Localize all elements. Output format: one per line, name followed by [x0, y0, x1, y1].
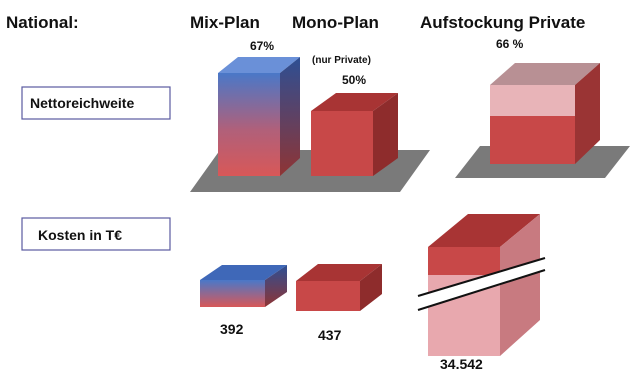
bar-mix-plan-reichweite: [218, 57, 300, 176]
row-label-box-kosten: [21, 217, 171, 251]
value-aufstockung-kosten: 34.542: [440, 356, 483, 371]
value-mix-plan-kosten: 392: [220, 321, 244, 337]
value-mono-plan-kosten: 437: [318, 327, 342, 343]
column-header-mono-plan: Mono-Plan: [292, 13, 379, 32]
row-header: National:: [6, 13, 79, 32]
column-header-aufstockung-private: Aufstockung Private: [420, 13, 585, 32]
bar-aufstockung-reichweite: [490, 63, 600, 164]
column-header-mix-plan: Mix-Plan: [190, 13, 260, 32]
row-label-kosten: Kosten in T€: [38, 227, 122, 243]
bar-mono-plan-reichweite: [311, 93, 398, 176]
bar-mono-plan-kosten: [296, 264, 382, 311]
value-mono-plan-reichweite: 50%: [342, 73, 366, 87]
bar-mix-plan-kosten: [200, 265, 287, 307]
row-label-nettoreichweite: Nettoreichweite: [30, 95, 134, 111]
note-mono-plan: (nur Private): [312, 55, 371, 66]
row-label-box-nettoreichweite: [21, 86, 171, 120]
axis-break-marker: [417, 257, 546, 311]
value-mix-plan-reichweite: 67%: [250, 39, 274, 53]
value-aufstockung-reichweite: 66 %: [496, 37, 524, 51]
